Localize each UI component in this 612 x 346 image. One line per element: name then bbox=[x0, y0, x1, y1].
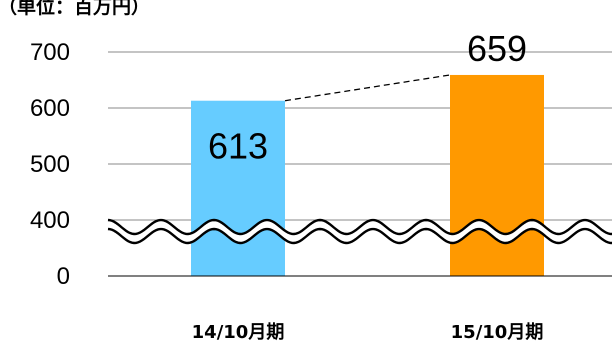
y-axis-labels: 700 600 500 400 0 bbox=[30, 39, 70, 290]
y-tick-400: 400 bbox=[30, 207, 70, 234]
axis-break bbox=[107, 218, 612, 245]
x-category-15-10: 15/10月期 bbox=[451, 322, 544, 343]
axis-break-wave-top bbox=[107, 218, 612, 236]
data-label-14-10: 613 bbox=[208, 126, 268, 167]
bars bbox=[191, 74, 544, 277]
bar-15-10月期 bbox=[450, 74, 544, 277]
y-tick-500: 500 bbox=[30, 151, 70, 178]
y-tick-700: 700 bbox=[30, 39, 70, 66]
unit-label: （単位：百万円） bbox=[0, 0, 150, 18]
axis-break-band bbox=[108, 220, 612, 243]
bar-connector-line bbox=[284, 74, 451, 102]
data-label-15-10: 659 bbox=[467, 28, 527, 69]
y-tick-0: 0 bbox=[57, 263, 70, 290]
axis-break-wave-bottom bbox=[107, 227, 612, 245]
x-category-14-10: 14/10月期 bbox=[192, 322, 285, 343]
y-tick-600: 600 bbox=[30, 95, 70, 122]
bar-14-10月期 bbox=[191, 100, 285, 276]
